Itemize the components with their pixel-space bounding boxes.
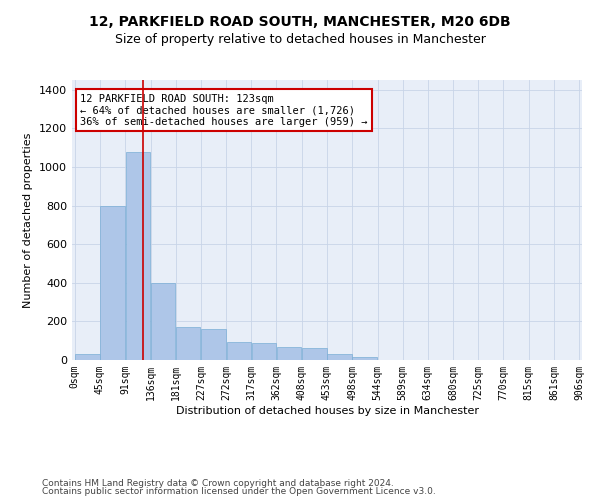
Text: Contains HM Land Registry data © Crown copyright and database right 2024.: Contains HM Land Registry data © Crown c… xyxy=(42,478,394,488)
Bar xyxy=(277,348,301,360)
Bar xyxy=(352,357,377,360)
Text: 12 PARKFIELD ROAD SOUTH: 123sqm
← 64% of detached houses are smaller (1,726)
36%: 12 PARKFIELD ROAD SOUTH: 123sqm ← 64% of… xyxy=(80,94,368,126)
Bar xyxy=(202,329,226,360)
X-axis label: Distribution of detached houses by size in Manchester: Distribution of detached houses by size … xyxy=(176,406,479,415)
Bar xyxy=(302,348,327,360)
Bar xyxy=(251,342,276,360)
Bar xyxy=(176,327,200,360)
Text: Size of property relative to detached houses in Manchester: Size of property relative to detached ho… xyxy=(115,32,485,46)
Bar xyxy=(100,206,125,360)
Y-axis label: Number of detached properties: Number of detached properties xyxy=(23,132,34,308)
Bar xyxy=(126,152,150,360)
Bar xyxy=(151,283,175,360)
Text: 12, PARKFIELD ROAD SOUTH, MANCHESTER, M20 6DB: 12, PARKFIELD ROAD SOUTH, MANCHESTER, M2… xyxy=(89,15,511,29)
Bar xyxy=(227,342,251,360)
Bar xyxy=(75,354,100,360)
Text: Contains public sector information licensed under the Open Government Licence v3: Contains public sector information licen… xyxy=(42,487,436,496)
Bar xyxy=(327,354,352,360)
